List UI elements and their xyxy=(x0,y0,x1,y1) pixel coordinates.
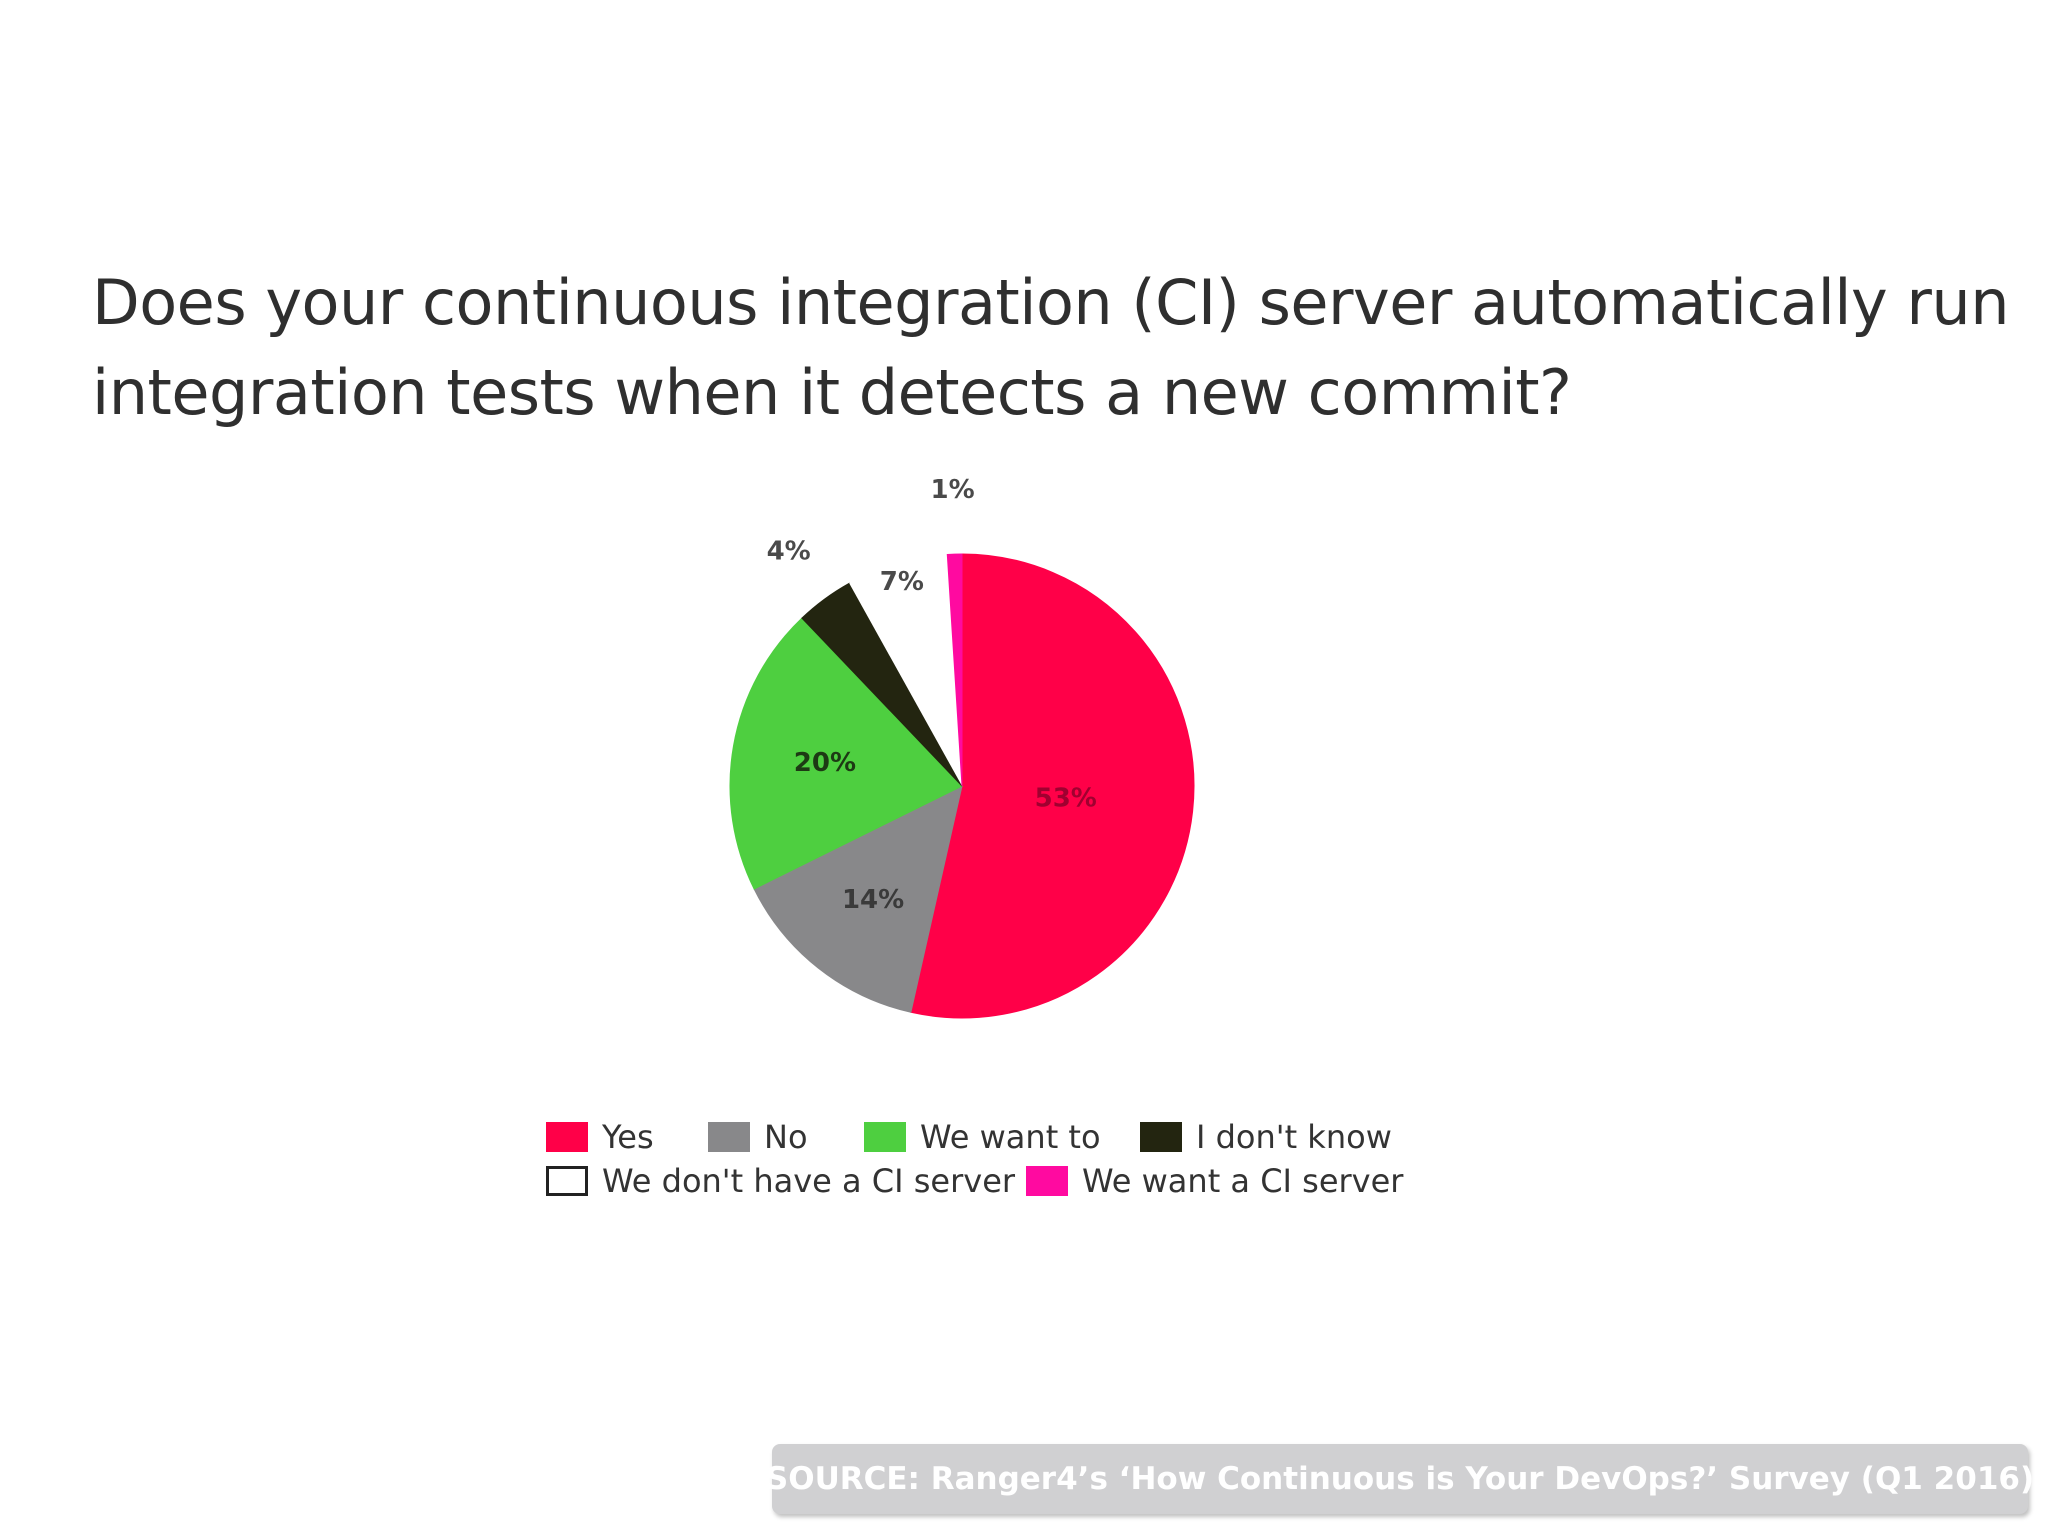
legend-swatch-yes xyxy=(546,1122,588,1152)
legend-swatch-we-want-to xyxy=(864,1122,906,1152)
chart-legend: Yes No We want to I don't know We don't … xyxy=(546,1118,1546,1218)
chart-title-line-1: Does your continuous integration (CI) se… xyxy=(92,266,2010,339)
legend-swatch-want-ci-server xyxy=(1026,1166,1068,1196)
legend-label-yes: Yes xyxy=(602,1118,654,1156)
legend-label-no: No xyxy=(764,1118,808,1156)
legend-item-want-ci-server: We want a CI server xyxy=(1026,1162,1403,1200)
chart-title-line-2: integration tests when it detects a new … xyxy=(92,356,1572,429)
chart-title: Does your continuous integration (CI) se… xyxy=(92,258,2010,438)
source-text: SOURCE: Ranger4’s ‘How Continuous is You… xyxy=(765,1461,2035,1497)
slice-label-we-want-a-ci-server: 1% xyxy=(930,475,974,505)
legend-item-yes: Yes xyxy=(546,1118,654,1156)
pie-slice-i-don-t-know xyxy=(801,582,963,787)
legend-item-no: No xyxy=(708,1118,808,1156)
legend-swatch-i-dont-know xyxy=(1140,1122,1182,1152)
pie-slices xyxy=(729,553,1195,1019)
slice-label-we-want-to: 20% xyxy=(794,748,856,778)
legend-swatch-no-ci-server xyxy=(546,1166,588,1196)
pie-slice-we-want-a-ci-server xyxy=(946,553,963,787)
slice-label-i-don-t-know: 4% xyxy=(767,537,811,567)
pie-slice-we-don-t-have-a-ci-server xyxy=(849,554,962,786)
pie-slice-we-want-to xyxy=(729,617,963,890)
legend-item-we-want-to: We want to xyxy=(864,1118,1101,1156)
slice-label-we-don-t-have-a-ci-server: 7% xyxy=(880,567,924,597)
legend-label-no-ci-server: We don't have a CI server xyxy=(602,1162,1016,1200)
pie-labels: 53% 14% 20% 4% 7% 1% xyxy=(767,475,1097,915)
legend-label-want-ci-server: We want a CI server xyxy=(1082,1162,1404,1200)
pie-slice-no xyxy=(753,785,963,1013)
pie-slice-yes xyxy=(910,553,1195,1019)
slice-label-yes: 53% xyxy=(1035,784,1097,814)
legend-label-i-dont-know: I don't know xyxy=(1196,1118,1392,1156)
slice-label-no: 14% xyxy=(842,885,904,915)
legend-item-i-dont-know: I don't know xyxy=(1140,1118,1392,1156)
legend-item-no-ci-server: We don't have a CI server xyxy=(546,1162,1015,1200)
legend-swatch-no xyxy=(708,1122,750,1152)
source-banner: SOURCE: Ranger4’s ‘How Continuous is You… xyxy=(766,1444,2034,1514)
legend-label-we-want-to: We want to xyxy=(920,1118,1101,1156)
